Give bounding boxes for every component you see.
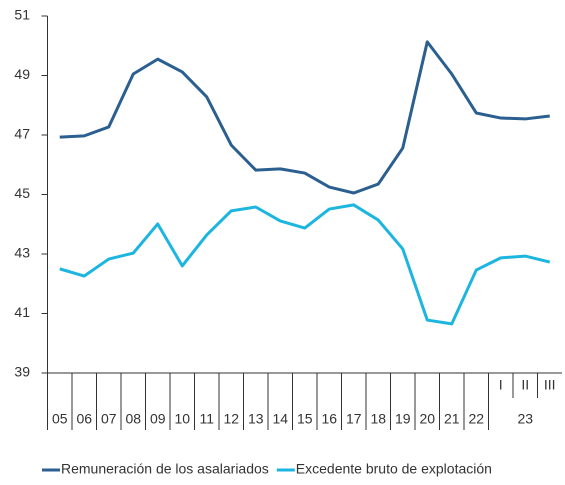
x-tick-label: 15 <box>297 411 313 427</box>
x-tick-label: 14 <box>272 411 288 427</box>
y-tick-label: 43 <box>14 245 30 261</box>
x-tick-label: 06 <box>76 411 92 427</box>
x-tick-label: 18 <box>370 411 386 427</box>
y-tick-label: 51 <box>14 7 30 23</box>
y-tick-label: 47 <box>14 126 30 142</box>
x-tick-label: 16 <box>321 411 337 427</box>
series-line <box>59 203 551 326</box>
y-tick-label: 45 <box>14 185 30 201</box>
x-tick-label: 21 <box>444 411 460 427</box>
x-tick-label: 13 <box>248 411 264 427</box>
x-tick-label: 22 <box>468 411 484 427</box>
x-tick-label: 11 <box>199 411 214 427</box>
y-tick-label: 41 <box>14 304 30 320</box>
x-tick-label: 08 <box>125 411 141 427</box>
x-group-label: 23 <box>517 411 533 427</box>
x-tick-label: 05 <box>52 411 68 427</box>
legend-label: Excedente bruto de explotación <box>296 461 492 477</box>
x-tick-label: 19 <box>395 411 411 427</box>
y-tick-label: 39 <box>14 364 30 380</box>
series-line <box>59 40 550 195</box>
x-tick-label: 12 <box>223 411 239 427</box>
x-tick-label: I <box>499 377 503 393</box>
legend-label: Remuneración de los asalariados <box>61 461 269 477</box>
x-tick-label: 17 <box>346 411 362 427</box>
x-tick-label: 10 <box>174 411 190 427</box>
x-tick-label: 07 <box>101 411 117 427</box>
y-tick-label: 49 <box>14 66 30 82</box>
x-tick-label: III <box>544 377 556 393</box>
x-tick-label: 20 <box>419 411 435 427</box>
x-tick-label: 09 <box>150 411 166 427</box>
x-tick-label: II <box>521 377 529 393</box>
